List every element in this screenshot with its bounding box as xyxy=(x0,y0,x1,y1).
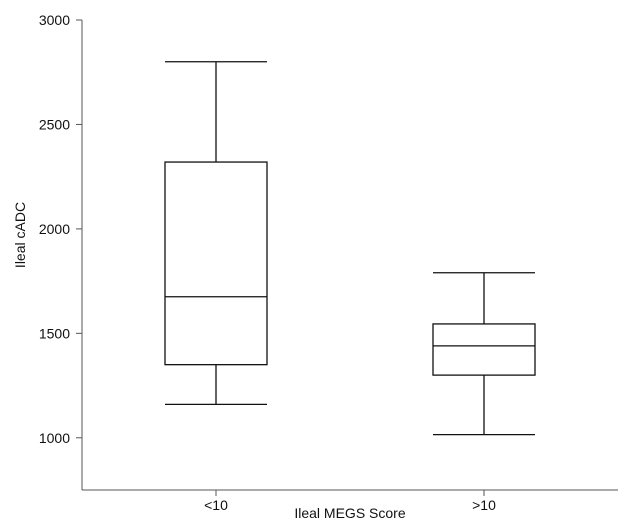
x-axis-label: Ileal MEGS Score xyxy=(294,505,405,521)
interquartile-box xyxy=(432,323,536,376)
box-group xyxy=(432,272,536,436)
axes xyxy=(81,20,618,491)
interquartile-box xyxy=(164,161,268,366)
y-axis-ticks: 1000 1500 2000 2500 3000 xyxy=(39,12,82,446)
x-axis-ticks: <10 >10 xyxy=(204,490,496,513)
x-tick-label: <10 xyxy=(204,497,228,513)
y-tick-label: 1500 xyxy=(39,325,70,341)
box-group xyxy=(164,61,268,406)
x-tick-label: >10 xyxy=(472,497,496,513)
y-axis-label: Ileal cADC xyxy=(12,202,28,268)
y-tick-label: 1000 xyxy=(39,430,70,446)
y-tick-label: 2500 xyxy=(39,116,70,132)
y-tick-label: 2000 xyxy=(39,221,70,237)
y-tick-label: 3000 xyxy=(39,12,70,28)
boxes xyxy=(164,61,536,436)
